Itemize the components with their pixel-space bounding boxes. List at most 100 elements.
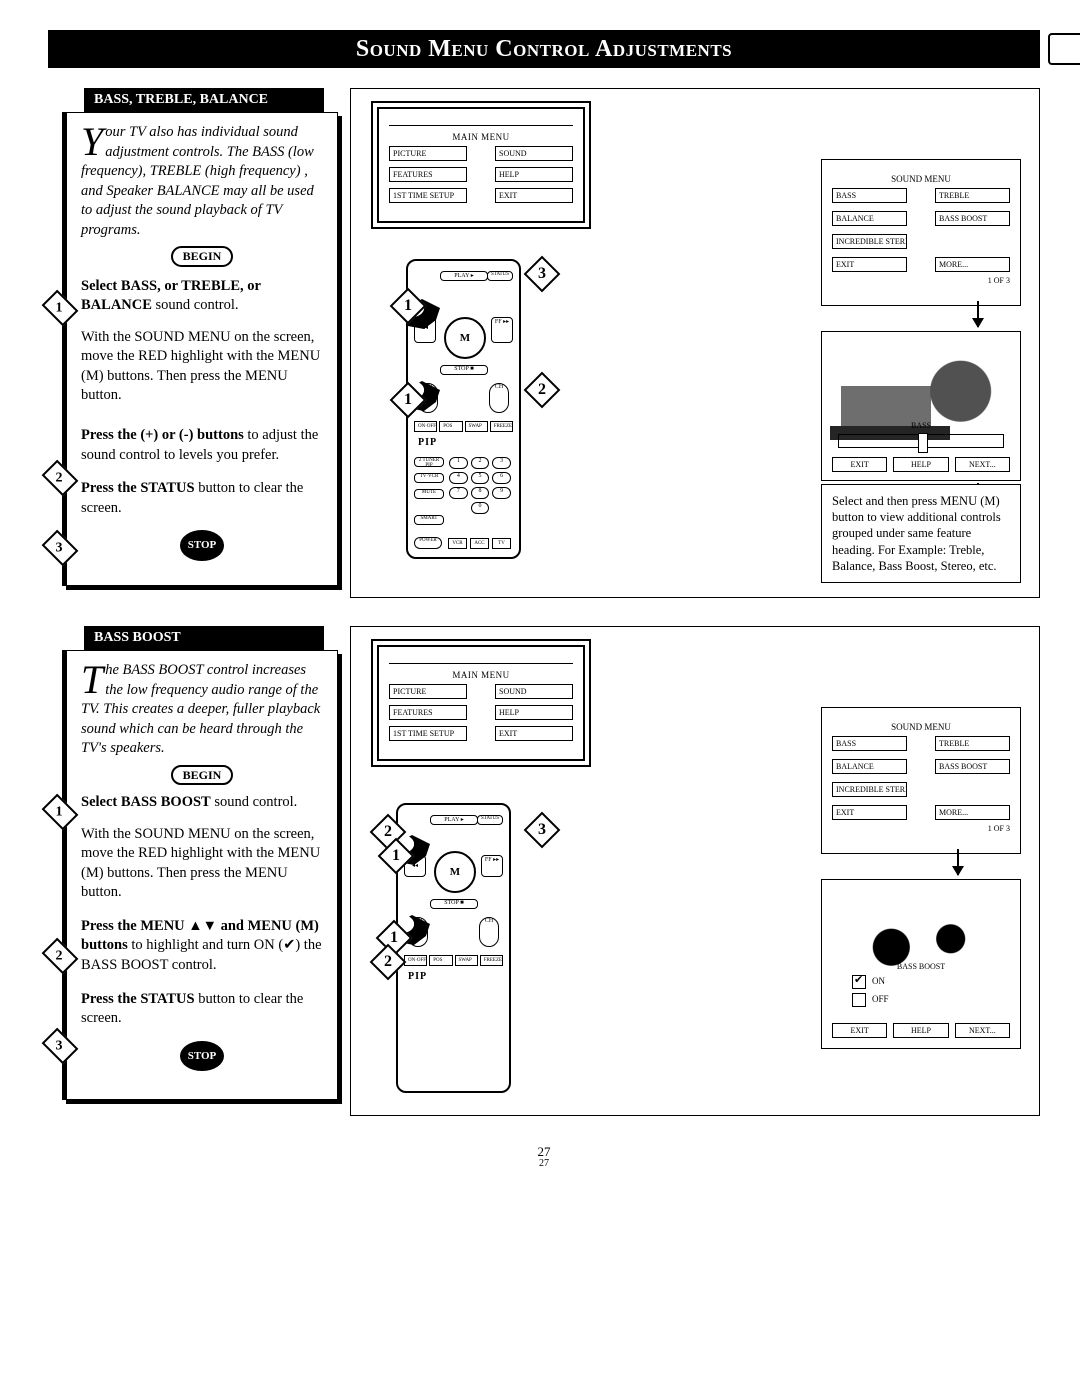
- key-5[interactable]: 5: [471, 472, 490, 484]
- sm-exit[interactable]: EXIT: [832, 805, 907, 820]
- remote-ch[interactable]: CH: [489, 383, 509, 413]
- mode-tv[interactable]: TV: [492, 538, 511, 549]
- s2-step3: Press the STATUS button to clear the scr…: [81, 990, 323, 1029]
- remote-status[interactable]: STATUS: [477, 815, 503, 825]
- key-3[interactable]: 3: [492, 457, 511, 469]
- page-number-small: 27: [48, 1158, 1040, 1169]
- page-title: Sound Menu Control Adjustments: [356, 36, 732, 63]
- menu-1st-time[interactable]: 1ST TIME SETUP: [389, 726, 467, 741]
- bassboost-title: BASS BOOST: [822, 962, 1020, 971]
- remote-stop[interactable]: STOP ■: [440, 365, 488, 375]
- remote-pip-onoff[interactable]: ON·OFF: [404, 955, 427, 966]
- bass-next[interactable]: NEXT...: [955, 457, 1010, 472]
- sm-bass[interactable]: BASS: [832, 188, 907, 203]
- section2-illustration-panel: MAIN MENU PICTURE SOUND FEATURES HELP 1S…: [350, 626, 1040, 1116]
- mode-acc[interactable]: ACC: [470, 538, 489, 549]
- s1-step1: Select BASS, or TREBLE, or BALANCE sound…: [81, 277, 323, 316]
- remote-menu-button[interactable]: M: [434, 851, 476, 893]
- remote-ch[interactable]: CH: [479, 917, 499, 947]
- sm-incredible[interactable]: INCREDIBLE STEREO: [832, 782, 907, 797]
- tv-icon: [1048, 33, 1080, 65]
- menu-exit[interactable]: EXIT: [495, 726, 573, 741]
- bass-slider[interactable]: [838, 434, 1004, 448]
- key-1[interactable]: 1: [449, 457, 468, 469]
- remote-tuner[interactable]: 2 TUNER PIP: [414, 457, 444, 467]
- bass-slider-title: BASS: [822, 421, 1020, 430]
- remote-ff[interactable]: FF ▸▸: [491, 317, 513, 343]
- sm-treble[interactable]: TREBLE: [935, 736, 1010, 751]
- sm-bass[interactable]: BASS: [832, 736, 907, 751]
- remote-play[interactable]: PLAY ▸: [430, 815, 478, 825]
- arrow-down-icon: [977, 301, 979, 327]
- main-menu-title: MAIN MENU: [389, 670, 573, 680]
- menu-help[interactable]: HELP: [495, 705, 573, 720]
- sm-treble[interactable]: TREBLE: [935, 188, 1010, 203]
- remote-pip-freeze[interactable]: FREEZE: [480, 955, 503, 966]
- bb-help[interactable]: HELP: [893, 1023, 948, 1038]
- key-7[interactable]: 7: [449, 487, 468, 499]
- sm-balance[interactable]: BALANCE: [832, 211, 907, 226]
- section-bass-boost: BASS BOOST The BASS BOOST control increa…: [48, 626, 1040, 1116]
- section1-illustration-panel: MAIN MENU PICTURE SOUND FEATURES HELP 1S…: [350, 88, 1040, 598]
- remote-pip-swap[interactable]: SWAP: [465, 421, 488, 432]
- page-title-bar: Sound Menu Control Adjustments: [48, 30, 1040, 68]
- remote-pip-pos[interactable]: POS: [429, 955, 452, 966]
- bass-help[interactable]: HELP: [893, 457, 948, 472]
- menu-1st-time[interactable]: 1ST TIME SETUP: [389, 188, 467, 203]
- remote-smart[interactable]: SMART: [414, 515, 444, 525]
- sm-balance[interactable]: BALANCE: [832, 759, 907, 774]
- key-4[interactable]: 4: [449, 472, 468, 484]
- menu-picture[interactable]: PICTURE: [389, 684, 467, 699]
- menu-sound[interactable]: SOUND: [495, 146, 573, 161]
- sm-bassboost[interactable]: BASS BOOST: [935, 759, 1010, 774]
- remote-control-2: PLAY ▸ STATUS M REW ◂◂ FF ▸▸ STOP ■ VOL …: [396, 803, 511, 1093]
- bb-exit[interactable]: EXIT: [832, 1023, 887, 1038]
- menu-exit[interactable]: EXIT: [495, 188, 573, 203]
- key-9[interactable]: 9: [492, 487, 511, 499]
- bb-next[interactable]: NEXT...: [955, 1023, 1010, 1038]
- note-text: Select and then press MENU (M) button to…: [821, 484, 1021, 583]
- remote-pip-swap[interactable]: SWAP: [455, 955, 478, 966]
- bass-exit[interactable]: EXIT: [832, 457, 887, 472]
- begin-label: BEGIN: [171, 246, 234, 266]
- sm-more[interactable]: MORE...: [935, 805, 1010, 820]
- remote-menu-button[interactable]: M: [444, 317, 486, 359]
- sm-exit[interactable]: EXIT: [832, 257, 907, 272]
- remote-tvvcr[interactable]: TV·VCR: [414, 473, 444, 483]
- sm-incredible[interactable]: INCREDIBLE STEREO: [832, 234, 907, 249]
- bassboost-on-row[interactable]: ON: [852, 975, 990, 989]
- menu-features[interactable]: FEATURES: [389, 167, 467, 182]
- sm-more[interactable]: MORE...: [935, 257, 1010, 272]
- menu-help[interactable]: HELP: [495, 167, 573, 182]
- sound-menu-osd: SOUND MENU BASS TREBLE BALANCE BASS BOOS…: [821, 159, 1021, 306]
- remote-mute[interactable]: MUTE: [414, 489, 444, 499]
- sm-pager: 1 OF 3: [832, 824, 1010, 833]
- s2-step1: Select BASS BOOST sound control.: [81, 793, 323, 813]
- key-6[interactable]: 6: [492, 472, 511, 484]
- callout-3: 3: [524, 812, 561, 849]
- main-menu-osd-2: MAIN MENU PICTURE SOUND FEATURES HELP 1S…: [371, 639, 591, 767]
- remote-play[interactable]: PLAY ▸: [440, 271, 488, 281]
- remote-status[interactable]: STATUS: [487, 271, 513, 281]
- begin-label: BEGIN: [171, 765, 234, 785]
- bassboost-off-row[interactable]: OFF: [852, 993, 990, 1007]
- mode-vcr[interactable]: VCR: [448, 538, 467, 549]
- remote-power[interactable]: POWER: [414, 537, 442, 549]
- menu-sound[interactable]: SOUND: [495, 684, 573, 699]
- s1-step3: Press the STATUS button to clear the scr…: [81, 479, 323, 518]
- remote-ff[interactable]: FF ▸▸: [481, 855, 503, 877]
- remote-stop[interactable]: STOP ■: [430, 899, 478, 909]
- remote-pip-onoff[interactable]: ON·OFF: [414, 421, 437, 432]
- menu-features[interactable]: FEATURES: [389, 705, 467, 720]
- key-0[interactable]: 0: [471, 502, 490, 514]
- callout-2: 2: [524, 372, 561, 409]
- arrow-down-icon: [957, 849, 959, 875]
- remote-pip-freeze[interactable]: FREEZE: [490, 421, 513, 432]
- sm-bassboost[interactable]: BASS BOOST: [935, 211, 1010, 226]
- key-8[interactable]: 8: [471, 487, 490, 499]
- section2-heading: BASS BOOST: [84, 626, 324, 650]
- menu-picture[interactable]: PICTURE: [389, 146, 467, 161]
- key-2[interactable]: 2: [471, 457, 490, 469]
- s1-step2: Press the (+) or (-) buttons to adjust t…: [81, 426, 323, 465]
- remote-pip-pos[interactable]: POS: [439, 421, 462, 432]
